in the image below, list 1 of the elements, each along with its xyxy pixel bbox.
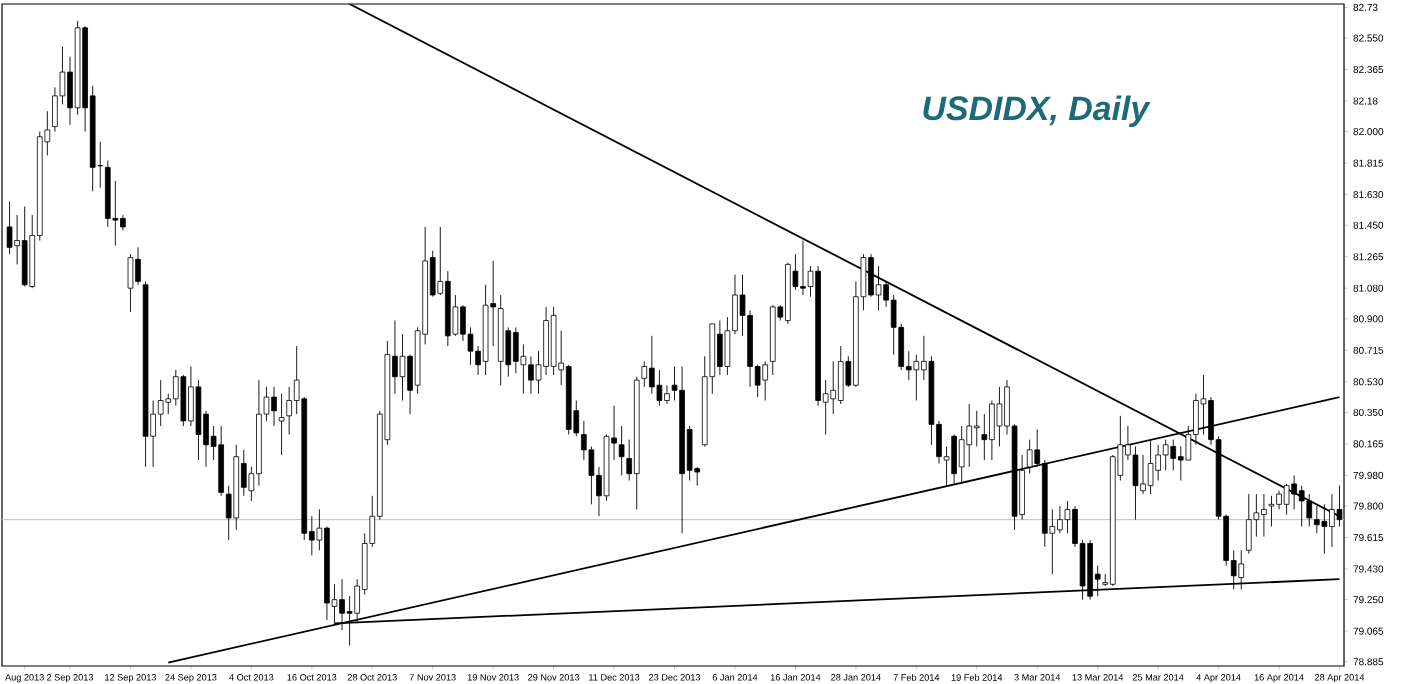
text: USDIDX, Daily <box>923 95 1151 127</box>
